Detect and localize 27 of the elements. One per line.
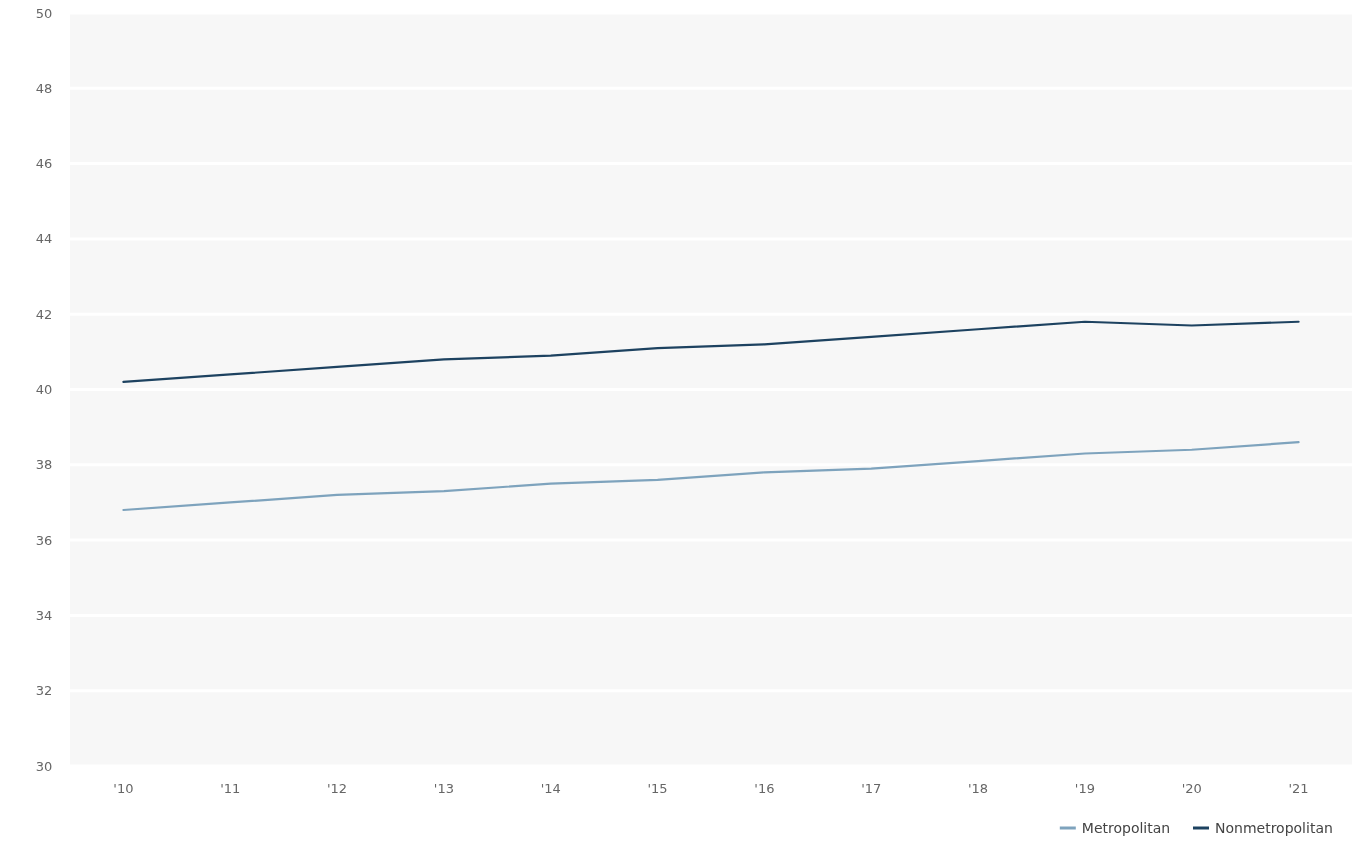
x-tick-label: '14 xyxy=(540,781,561,796)
x-tick-label: '17 xyxy=(861,781,882,796)
y-tick-label: 34 xyxy=(35,607,53,623)
y-tick-label: 46 xyxy=(35,156,53,172)
x-tick-label: '10 xyxy=(113,781,134,796)
x-tick-label: '20 xyxy=(1181,781,1202,796)
y-tick-label: 38 xyxy=(35,457,53,473)
legend-label: Metropolitan xyxy=(1081,819,1171,836)
y-tick-label: 42 xyxy=(35,306,53,322)
y-tick-label: 30 xyxy=(35,758,53,774)
line-series xyxy=(122,441,1300,512)
x-tick-label: '18 xyxy=(968,781,989,796)
x-tick-label: '12 xyxy=(327,781,348,796)
x-tick-label: '15 xyxy=(647,781,668,796)
x-tick-label: '13 xyxy=(433,781,454,796)
x-tick-label: '16 xyxy=(754,781,775,796)
x-tick-label: '11 xyxy=(220,781,241,796)
x-tick-label: '19 xyxy=(1074,781,1095,796)
x-tick-label: '21 xyxy=(1288,781,1309,796)
y-tick-label: 40 xyxy=(35,382,53,398)
y-tick-label: 44 xyxy=(35,231,53,247)
legend-label: Nonmetropolitan xyxy=(1215,819,1333,836)
y-tick-label: 48 xyxy=(35,80,53,96)
line-series xyxy=(122,320,1300,384)
y-tick-label: 50 xyxy=(35,5,53,21)
y-tick-label: 36 xyxy=(35,532,53,548)
y-tick-label: 32 xyxy=(35,683,53,699)
